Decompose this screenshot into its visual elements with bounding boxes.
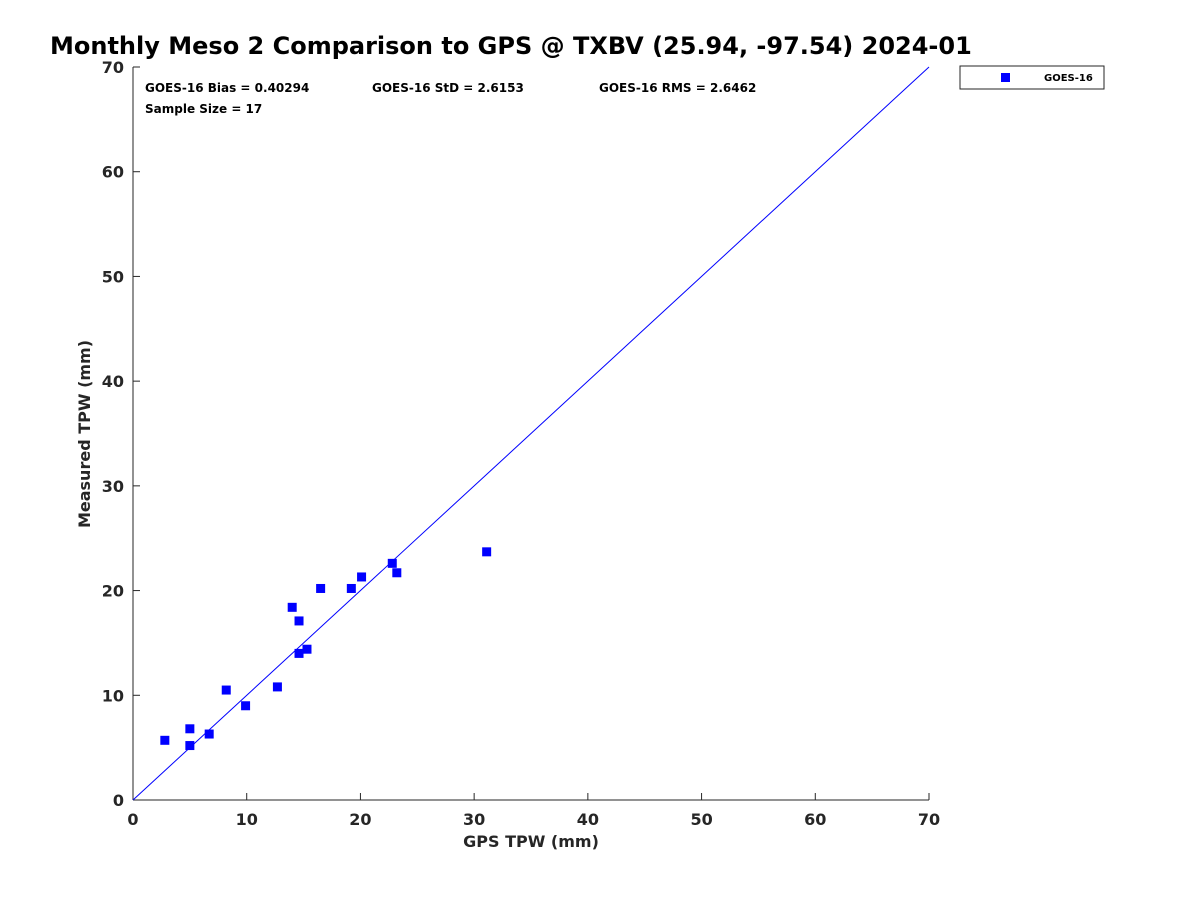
data-point	[357, 572, 367, 582]
legend: GOES-16	[959, 65, 1105, 90]
x-tick-label: 30	[463, 810, 485, 829]
y-tick-label: 0	[113, 791, 124, 810]
y-tick-label: 60	[102, 163, 124, 182]
sample-size-stat: Sample Size = 17	[145, 102, 262, 116]
x-tick-label: 40	[577, 810, 599, 829]
y-tick-label: 70	[102, 58, 124, 77]
tick-labels: 0 10 20 30 40 50 60 70 0 10 20 30 40 50 60 70	[102, 58, 940, 829]
x-tick-label: 0	[127, 810, 138, 829]
data-point	[294, 616, 304, 626]
data-point	[316, 583, 326, 593]
data-points	[160, 547, 492, 751]
std-stat: GOES-16 StD = 2.6153	[372, 81, 524, 95]
data-point	[294, 648, 304, 658]
data-point	[346, 583, 356, 593]
data-point	[221, 685, 231, 695]
data-point	[272, 682, 282, 692]
y-tick-label: 10	[102, 686, 124, 705]
y-tick-label: 30	[102, 477, 124, 496]
rms-stat: GOES-16 RMS = 2.6462	[599, 81, 756, 95]
one-to-one-line	[132, 66, 930, 801]
legend-label: GOES-16	[1044, 73, 1093, 84]
axes	[132, 66, 930, 801]
x-tick-label: 50	[690, 810, 712, 829]
data-point	[185, 724, 195, 734]
data-point	[204, 729, 214, 739]
data-point	[185, 741, 195, 751]
y-tick-label: 50	[102, 267, 124, 286]
legend-marker	[1001, 73, 1010, 82]
chart-title: Monthly Meso 2 Comparison to GPS @ TXBV …	[50, 32, 972, 60]
x-tick-label: 10	[236, 810, 258, 829]
data-point	[241, 701, 251, 711]
data-point	[392, 568, 402, 578]
data-point	[302, 644, 312, 654]
data-point	[482, 547, 492, 557]
bias-stat: GOES-16 Bias = 0.40294	[145, 81, 309, 95]
x-tick-label: 20	[349, 810, 371, 829]
data-point	[387, 558, 397, 568]
y-tick-label: 20	[102, 582, 124, 601]
data-point	[287, 602, 297, 612]
one-to-one-line-group	[132, 66, 930, 801]
y-tick-label: 40	[102, 372, 124, 391]
data-point	[160, 735, 170, 745]
y-axis-label: Measured TPW (mm)	[75, 340, 94, 528]
x-axis-label: GPS TPW (mm)	[463, 832, 599, 851]
legend-box	[959, 65, 1105, 90]
x-tick-label: 60	[804, 810, 826, 829]
x-tick-label: 70	[918, 810, 940, 829]
